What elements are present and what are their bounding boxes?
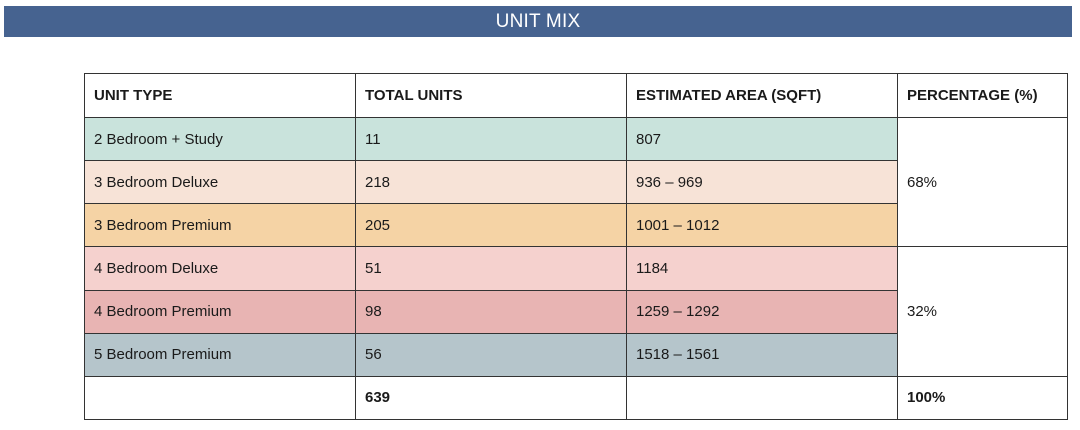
area-cell: 1518 – 1561 xyxy=(626,332,898,377)
unit-type-cell: 3 Bedroom Premium xyxy=(84,203,356,248)
header-percentage: PERCENTAGE (%) xyxy=(897,73,1068,118)
area-cell: 1259 – 1292 xyxy=(626,289,898,334)
area-cell: 1184 xyxy=(626,246,898,291)
total-units-cell: 218 xyxy=(355,160,627,205)
unit-type-cell: 3 Bedroom Deluxe xyxy=(84,160,356,205)
total-label-cell xyxy=(84,375,356,421)
area-cell: 807 xyxy=(626,116,898,162)
total-row: 639 100% xyxy=(84,375,1068,421)
table-row: 2 Bedroom + Study 11 807 68% xyxy=(84,116,1068,248)
table-header-row: UNIT TYPE TOTAL UNITS ESTIMATED AREA (SQ… xyxy=(84,73,1068,118)
percentage-cell: 68% xyxy=(897,116,1068,248)
total-units-cell: 56 xyxy=(355,332,627,377)
unit-type-cell: 5 Bedroom Premium xyxy=(84,332,356,377)
total-units-cell: 51 xyxy=(355,246,627,291)
total-area-cell xyxy=(626,375,898,421)
area-cell: 936 – 969 xyxy=(626,160,898,205)
unit-type-cell: 4 Bedroom Deluxe xyxy=(84,246,356,291)
total-units-cell: 98 xyxy=(355,289,627,334)
total-units-cell: 11 xyxy=(355,116,627,162)
unit-type-cell: 2 Bedroom + Study xyxy=(84,116,356,162)
header-total-units: TOTAL UNITS xyxy=(355,73,627,118)
unit-type-cell: 4 Bedroom Premium xyxy=(84,289,356,334)
total-units-cell: 205 xyxy=(355,203,627,248)
title-banner: UNIT MIX xyxy=(4,6,1072,37)
unit-mix-table: UNIT TYPE TOTAL UNITS ESTIMATED AREA (SQ… xyxy=(84,73,1068,421)
table-row: 4 Bedroom Deluxe 51 1184 32% xyxy=(84,246,1068,377)
page-title: UNIT MIX xyxy=(495,10,581,32)
header-unit-type: UNIT TYPE xyxy=(84,73,356,118)
area-cell: 1001 – 1012 xyxy=(626,203,898,248)
total-units-value: 639 xyxy=(355,375,627,421)
header-estimated-area: ESTIMATED AREA (SQFT) xyxy=(626,73,898,118)
percentage-cell: 32% xyxy=(897,246,1068,377)
total-percentage-value: 100% xyxy=(897,375,1068,421)
